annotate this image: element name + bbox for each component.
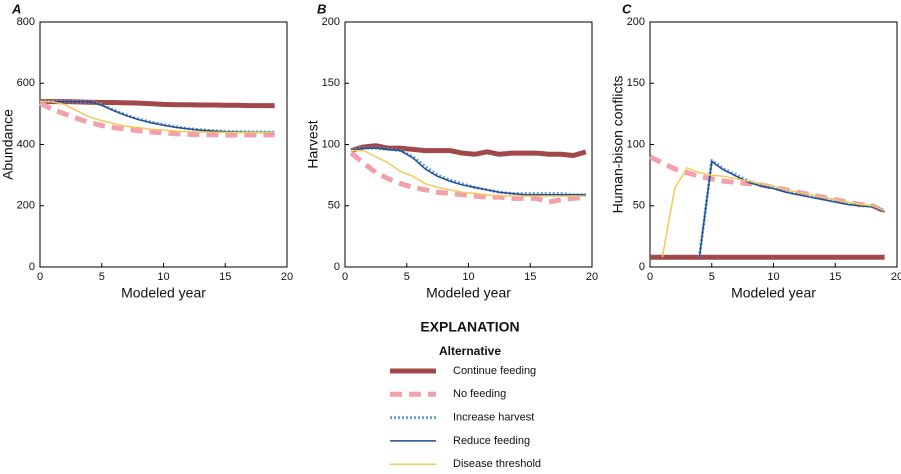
y-tick-label: 0 [334, 261, 340, 273]
series-line [661, 167, 885, 258]
legend-subtitle: Alternative [439, 344, 501, 358]
y-tick-label: 0 [639, 261, 645, 273]
legend-label: Continue feeding [453, 365, 536, 377]
x-tick-label: 5 [99, 271, 105, 283]
x-tick-label: 0 [647, 271, 653, 283]
x-tick-label: 0 [37, 271, 43, 283]
panel-label: B [317, 1, 326, 16]
x-tick-label: 10 [157, 271, 169, 283]
panel-label: C [622, 1, 632, 16]
x-tick-label: 10 [767, 271, 779, 283]
y-tick-label: 150 [627, 77, 645, 89]
series-line [38, 100, 275, 138]
y-tick-label: 100 [322, 138, 340, 150]
y-tick-label: 50 [633, 200, 645, 212]
y-tick-label: 150 [322, 77, 340, 89]
y-tick-label: 0 [29, 261, 35, 273]
legend-label: Reduce feeding [453, 435, 530, 447]
y-tick-label: 200 [627, 16, 645, 28]
y-tick-label: 200 [17, 200, 35, 212]
series-line [351, 147, 586, 196]
plot-frame [39, 21, 288, 268]
x-tick-label: 5 [404, 271, 410, 283]
y-axis-label: Harvest [305, 120, 321, 168]
plot-frame [649, 21, 898, 268]
series-line [350, 143, 587, 159]
x-tick-label: 20 [586, 271, 598, 283]
y-axis-label: Human-bison conflicts [610, 76, 626, 214]
x-axis-label: Modeled year [426, 285, 511, 301]
y-tick-label: 200 [322, 16, 340, 28]
legend-label: Disease threshold [453, 458, 541, 470]
x-axis-label: Modeled year [121, 285, 206, 301]
series-line [351, 149, 586, 197]
legend-title: EXPLANATION [420, 319, 519, 335]
y-tick-label: 100 [627, 138, 645, 150]
x-tick-label: 20 [891, 271, 901, 283]
series-line [698, 160, 885, 258]
panel-label: A [11, 1, 21, 16]
y-axis-label: Abundance [0, 109, 16, 180]
legend-label: No feeding [453, 388, 506, 400]
y-tick-label: 400 [17, 138, 35, 150]
legend-label: Increase harvest [453, 412, 534, 424]
x-axis-label: Modeled year [731, 285, 816, 301]
x-tick-label: 15 [219, 271, 231, 283]
series-line [349, 151, 587, 205]
y-tick-label: 600 [17, 77, 35, 89]
series-line [697, 158, 886, 258]
y-tick-label: 50 [328, 200, 340, 212]
series-line [40, 100, 275, 134]
x-tick-label: 10 [462, 271, 474, 283]
series-line [350, 146, 586, 197]
y-tick-label: 800 [17, 16, 35, 28]
x-tick-label: 0 [342, 271, 348, 283]
x-tick-label: 15 [829, 271, 841, 283]
x-tick-label: 15 [524, 271, 536, 283]
x-tick-label: 20 [281, 271, 293, 283]
x-tick-label: 5 [709, 271, 715, 283]
